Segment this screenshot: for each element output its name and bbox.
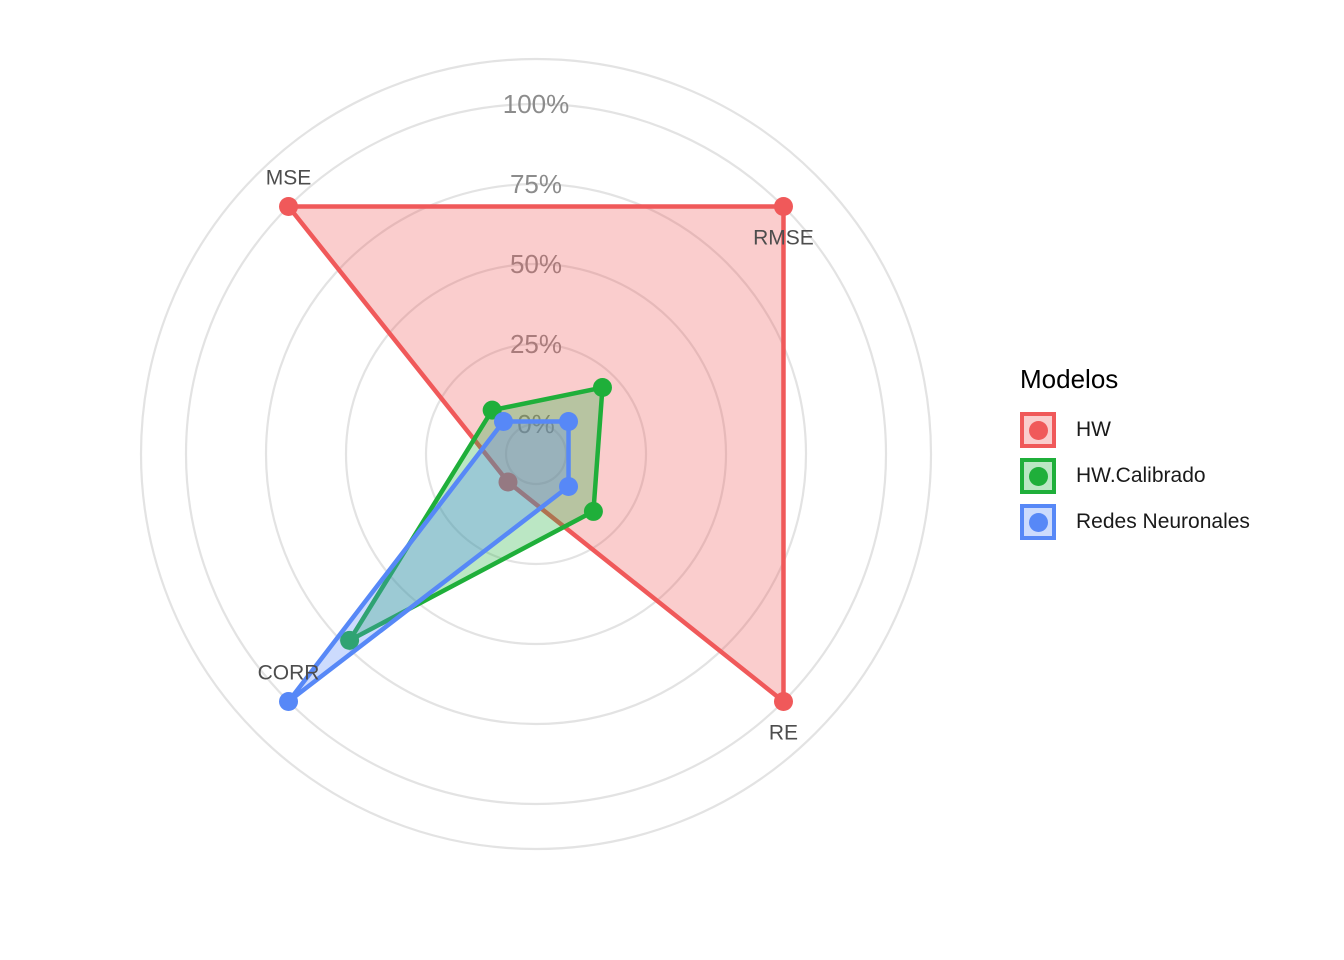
legend-label: Redes Neuronales: [1076, 510, 1250, 533]
legend-items: HW HW.Calibrado Redes Neuronales: [1020, 407, 1250, 545]
data-point: [340, 630, 360, 650]
legend-label: HW.Calibrado: [1076, 464, 1206, 487]
legend-dot: [1028, 512, 1048, 532]
legend-item: HW: [1020, 407, 1250, 453]
data-point: [498, 472, 518, 492]
legend-label: HW: [1076, 418, 1111, 441]
grid-rings: [139, 57, 933, 851]
axis-label: MSE: [266, 167, 312, 190]
data-point: [773, 691, 793, 711]
legend: Modelos HW HW.Calibrado Redes Neuronales: [1020, 360, 1250, 545]
ring-label: 25%: [510, 329, 562, 359]
legend-key: [1020, 412, 1056, 448]
legend-item: Redes Neuronales: [1020, 499, 1250, 545]
data-point: [583, 501, 603, 521]
series-layer: [279, 197, 793, 711]
data-point: [592, 378, 612, 398]
grid-ring: [344, 262, 728, 646]
data-point: [279, 197, 299, 217]
axis-label: CORR: [258, 661, 320, 684]
series-redes-neuronales: [279, 411, 579, 711]
axis-labels: MSE RMSE RE CORR: [258, 167, 814, 745]
series-hw: [279, 197, 793, 711]
data-point: [493, 411, 513, 431]
data-point: [559, 411, 579, 431]
ring-labels: 0% 25% 50% 75% 100%: [503, 89, 570, 439]
ring-label: 75%: [510, 169, 562, 199]
axis-label: RMSE: [753, 227, 814, 250]
ring-label: 50%: [510, 249, 562, 279]
legend-key: [1020, 504, 1056, 540]
series-polygon: [286, 419, 571, 704]
grid-ring: [184, 102, 888, 806]
legend-title: Modelos: [1020, 364, 1119, 394]
legend-dot: [1028, 420, 1048, 440]
legend-key: [1020, 458, 1056, 494]
legend-dot: [1028, 466, 1048, 486]
legend-item: HW.Calibrado: [1020, 453, 1250, 499]
data-point: [559, 477, 579, 497]
grid-ring: [424, 342, 648, 566]
grid-ring: [264, 182, 808, 726]
data-point: [279, 691, 299, 711]
grid-ring: [504, 422, 568, 486]
data-point: [773, 197, 793, 217]
ring-label: 100%: [503, 89, 570, 119]
axis-label: RE: [769, 721, 798, 744]
grid-ring: [139, 57, 933, 851]
ring-label: 0%: [517, 409, 555, 439]
